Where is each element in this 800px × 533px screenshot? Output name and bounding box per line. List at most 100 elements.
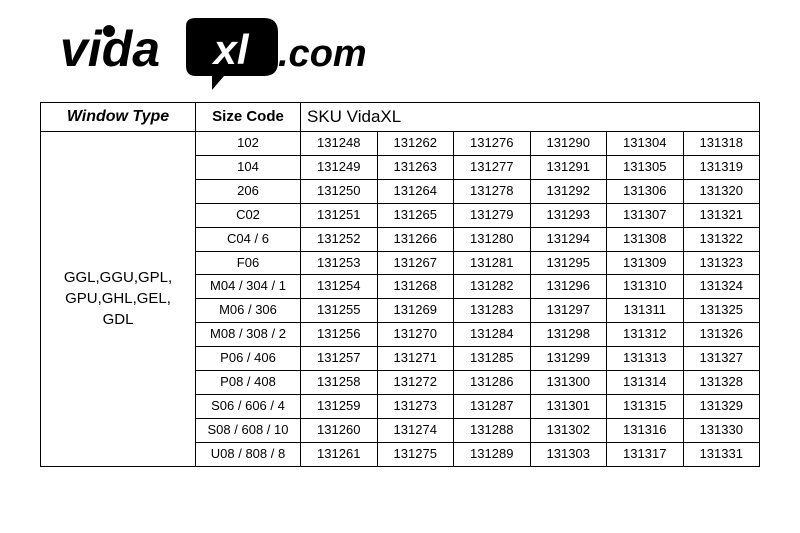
sku-cell: 131320 xyxy=(683,179,760,203)
sku-cell: 131270 xyxy=(377,323,454,347)
sku-cell: 131297 xyxy=(530,299,607,323)
sku-cell: 131257 xyxy=(301,347,378,371)
sku-cell: 131288 xyxy=(454,418,531,442)
header-sku: SKU VidaXL xyxy=(301,103,760,132)
sku-cell: 131294 xyxy=(530,227,607,251)
sku-cell: 131308 xyxy=(607,227,684,251)
sku-cell: 131258 xyxy=(301,371,378,395)
sku-cell: 131318 xyxy=(683,132,760,156)
sku-cell: 131303 xyxy=(530,442,607,466)
table-header-row: Window Type Size Code SKU VidaXL xyxy=(41,103,760,132)
sku-cell: 131306 xyxy=(607,179,684,203)
sku-cell: 131310 xyxy=(607,275,684,299)
size-code-cell: M04 / 304 / 1 xyxy=(196,275,301,299)
sku-cell: 131330 xyxy=(683,418,760,442)
sku-cell: 131286 xyxy=(454,371,531,395)
sku-cell: 131285 xyxy=(454,347,531,371)
sku-cell: 131328 xyxy=(683,371,760,395)
size-code-cell: M08 / 308 / 2 xyxy=(196,323,301,347)
size-code-cell: 206 xyxy=(196,179,301,203)
svg-text:xl: xl xyxy=(211,26,249,73)
sku-cell: 131278 xyxy=(454,179,531,203)
sku-cell: 131282 xyxy=(454,275,531,299)
sku-table: Window Type Size Code SKU VidaXL GGL,GGU… xyxy=(40,102,760,467)
size-code-cell: 102 xyxy=(196,132,301,156)
sku-cell: 131289 xyxy=(454,442,531,466)
size-code-cell: S06 / 606 / 4 xyxy=(196,394,301,418)
sku-cell: 131276 xyxy=(454,132,531,156)
sku-cell: 131249 xyxy=(301,155,378,179)
sku-cell: 131329 xyxy=(683,394,760,418)
sku-cell: 131271 xyxy=(377,347,454,371)
sku-cell: 131256 xyxy=(301,323,378,347)
sku-cell: 131313 xyxy=(607,347,684,371)
sku-cell: 131266 xyxy=(377,227,454,251)
sku-cell: 131281 xyxy=(454,251,531,275)
size-code-cell: C04 / 6 xyxy=(196,227,301,251)
sku-cell: 131284 xyxy=(454,323,531,347)
sku-cell: 131290 xyxy=(530,132,607,156)
sku-cell: 131319 xyxy=(683,155,760,179)
sku-cell: 131259 xyxy=(301,394,378,418)
sku-cell: 131275 xyxy=(377,442,454,466)
sku-cell: 131274 xyxy=(377,418,454,442)
sku-cell: 131305 xyxy=(607,155,684,179)
sku-cell: 131307 xyxy=(607,203,684,227)
sku-cell: 131327 xyxy=(683,347,760,371)
sku-cell: 131322 xyxy=(683,227,760,251)
header-window-type: Window Type xyxy=(41,103,196,132)
size-code-cell: M06 / 306 xyxy=(196,299,301,323)
sku-cell: 131254 xyxy=(301,275,378,299)
sku-cell: 131252 xyxy=(301,227,378,251)
sku-cell: 131267 xyxy=(377,251,454,275)
sku-cell: 131331 xyxy=(683,442,760,466)
sku-cell: 131309 xyxy=(607,251,684,275)
svg-text:.com: .com xyxy=(278,33,367,75)
size-code-cell: U08 / 808 / 8 xyxy=(196,442,301,466)
sku-cell: 131293 xyxy=(530,203,607,227)
sku-cell: 131272 xyxy=(377,371,454,395)
sku-cell: 131250 xyxy=(301,179,378,203)
sku-cell: 131325 xyxy=(683,299,760,323)
sku-cell: 131300 xyxy=(530,371,607,395)
sku-cell: 131314 xyxy=(607,371,684,395)
sku-cell: 131262 xyxy=(377,132,454,156)
sku-cell: 131280 xyxy=(454,227,531,251)
sku-cell: 131298 xyxy=(530,323,607,347)
sku-cell: 131273 xyxy=(377,394,454,418)
sku-cell: 131317 xyxy=(607,442,684,466)
sku-cell: 131295 xyxy=(530,251,607,275)
sku-cell: 131326 xyxy=(683,323,760,347)
sku-cell: 131323 xyxy=(683,251,760,275)
sku-cell: 131268 xyxy=(377,275,454,299)
sku-cell: 131283 xyxy=(454,299,531,323)
sku-cell: 131324 xyxy=(683,275,760,299)
sku-cell: 131265 xyxy=(377,203,454,227)
size-code-cell: F06 xyxy=(196,251,301,275)
sku-cell: 131315 xyxy=(607,394,684,418)
sku-cell: 131296 xyxy=(530,275,607,299)
sku-cell: 131264 xyxy=(377,179,454,203)
sku-cell: 131263 xyxy=(377,155,454,179)
size-code-cell: P08 / 408 xyxy=(196,371,301,395)
sku-cell: 131269 xyxy=(377,299,454,323)
size-code-cell: 104 xyxy=(196,155,301,179)
sku-cell: 131321 xyxy=(683,203,760,227)
size-code-cell: P06 / 406 xyxy=(196,347,301,371)
sku-cell: 131311 xyxy=(607,299,684,323)
window-type-cell: GGL,GGU,GPL,GPU,GHL,GEL,GDL xyxy=(41,132,196,466)
sku-cell: 131291 xyxy=(530,155,607,179)
sku-cell: 131261 xyxy=(301,442,378,466)
sku-cell: 131316 xyxy=(607,418,684,442)
sku-cell: 131312 xyxy=(607,323,684,347)
sku-cell: 131277 xyxy=(454,155,531,179)
size-code-cell: S08 / 608 / 10 xyxy=(196,418,301,442)
size-code-cell: C02 xyxy=(196,203,301,227)
sku-cell: 131301 xyxy=(530,394,607,418)
sku-cell: 131292 xyxy=(530,179,607,203)
sku-cell: 131255 xyxy=(301,299,378,323)
table-row: GGL,GGU,GPL,GPU,GHL,GEL,GDL1021312481312… xyxy=(41,132,760,156)
sku-cell: 131248 xyxy=(301,132,378,156)
sku-cell: 131287 xyxy=(454,394,531,418)
sku-cell: 131299 xyxy=(530,347,607,371)
